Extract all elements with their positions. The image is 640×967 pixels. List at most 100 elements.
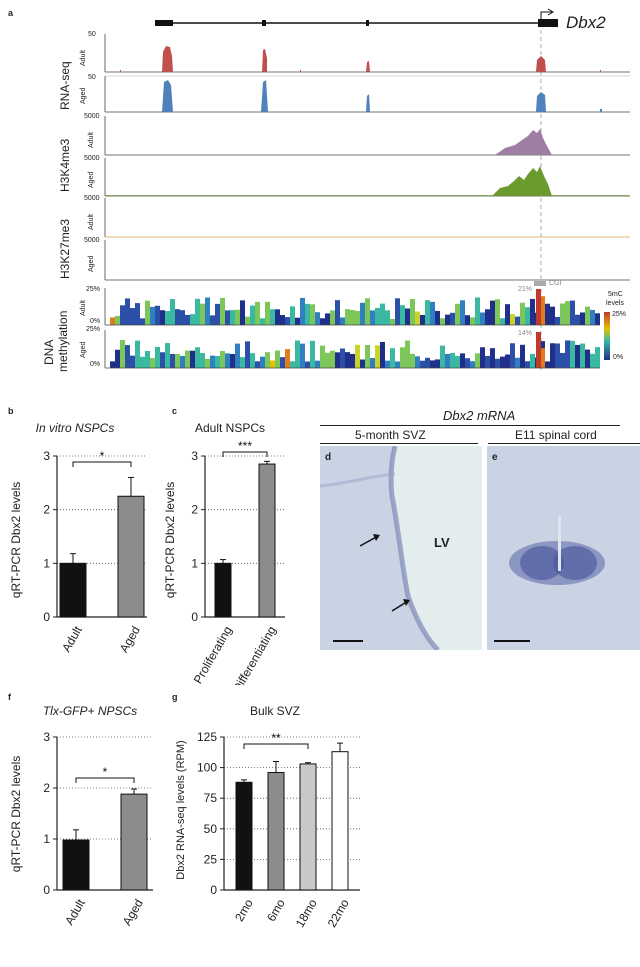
methylation-bin [240, 357, 245, 368]
meth-aged-zero: 0% [90, 361, 101, 368]
y-tick-label: 125 [197, 730, 217, 744]
significance-marker: * [100, 449, 105, 463]
methylation-bin [440, 318, 445, 325]
methylation-bin [345, 352, 350, 368]
methylation-bin [460, 353, 465, 368]
methylation-bin [485, 309, 490, 325]
methylation-bin [430, 360, 435, 368]
methylation-bin [515, 316, 520, 325]
gene-name: Dbx2 [566, 13, 606, 32]
significance-bracket [243, 743, 309, 749]
methylation-bin [330, 310, 335, 325]
panel-label-d: d [325, 452, 332, 463]
methylation-bin [350, 353, 355, 368]
methylation-bin [275, 350, 280, 368]
methylation-bin [550, 306, 555, 325]
methylation-bin [410, 353, 415, 368]
methylation-bin [495, 358, 500, 368]
methylation-bin [470, 317, 475, 325]
methylation-bin [310, 340, 315, 368]
methylation-bin [480, 347, 485, 368]
methylation-bin [530, 353, 535, 368]
methylation-bin [360, 359, 365, 368]
methylation-bin [160, 352, 165, 368]
significance-marker: * [103, 765, 108, 779]
rnaseq-adult-scale: 50 [88, 31, 96, 38]
methylation-bin [340, 317, 345, 325]
methylation-bin [570, 300, 575, 325]
methylation-bin [545, 303, 550, 325]
methylation-bin [155, 305, 160, 325]
methylation-bin [280, 315, 285, 325]
bar [235, 781, 253, 891]
bar [299, 763, 317, 891]
methylation-bin [445, 314, 450, 325]
methylation-bin [255, 301, 260, 325]
gene-model [155, 8, 558, 27]
methylation-bin [170, 353, 175, 368]
category-label: Adult [62, 896, 88, 927]
methylation-bin [145, 350, 150, 368]
y-tick-label: 0 [43, 610, 50, 624]
methylation-bin [120, 305, 125, 325]
methylation-bin [195, 298, 200, 325]
methylation-bin [115, 315, 120, 325]
k27-adult-scale: 5000 [84, 195, 100, 202]
bar [59, 562, 87, 618]
methylation-bin [215, 303, 220, 325]
methylation-bin [415, 356, 420, 368]
y-tick-label: 1 [43, 832, 50, 846]
methylation-bin [520, 302, 525, 325]
methylation-bin [345, 309, 350, 325]
methylation-bin [110, 361, 115, 368]
methylation-bin [290, 361, 295, 368]
methylation-bin [510, 314, 515, 325]
category-label: 2mo [232, 896, 256, 923]
rnaseq-adult-label: Adult [80, 50, 87, 66]
panel-label-f: f [8, 692, 11, 702]
methylation-bin [450, 353, 455, 368]
micrograph-spinal-cord [487, 446, 640, 650]
methylation-bin [265, 352, 270, 368]
insitu-d-rule [320, 443, 478, 444]
methylation-bin [305, 303, 310, 325]
h3k4me3-aged-signal [492, 166, 552, 196]
methylation-bin [595, 347, 600, 368]
methylation-bin [185, 314, 190, 325]
5mc-color-scale [604, 312, 610, 360]
methylation-bin [325, 313, 330, 325]
methylation-bin [285, 349, 290, 368]
methylation-bin [425, 300, 430, 325]
legend-levels: levels [606, 300, 624, 307]
methylation-bin [180, 355, 185, 368]
methylation-bin [430, 301, 435, 325]
y-tick-label: 2 [191, 503, 198, 517]
y-tick-label: 2 [43, 503, 50, 517]
methylation-bin [320, 345, 325, 368]
methylation-bin [590, 353, 595, 368]
bar [267, 771, 285, 891]
methylation-bin [405, 308, 410, 325]
k27-aged-scale: 5000 [84, 237, 100, 244]
cgi-marker [534, 281, 546, 286]
chart-c-title: Adult NSPCs [194, 421, 266, 435]
category-label: Aged [117, 624, 143, 655]
methylation-cgi-peak [536, 289, 541, 325]
chart-f: 0 1 2 3 Adult Aged * qRT-PCR Dbx2 levels [9, 730, 153, 928]
category-label: Aged [120, 897, 146, 928]
track-label-h3k27me3: H3K27me3 [58, 218, 72, 279]
methylation-bin [205, 358, 210, 368]
y-tick-label: 3 [191, 449, 198, 463]
methylation-bin [220, 297, 225, 325]
track-label-dna: DNA [42, 339, 56, 365]
methylation-bin [550, 343, 555, 368]
methylation-bin [220, 351, 225, 368]
meth-adult-zero: 0% [90, 318, 101, 325]
methylation-bin [310, 304, 315, 325]
methylation-cgi-peak [536, 332, 541, 368]
methylation-bin [290, 306, 295, 325]
methylation-bin [170, 299, 175, 325]
insitu-header: Dbx2 mRNA [443, 408, 516, 423]
k27-aged-label: Aged [88, 255, 95, 272]
